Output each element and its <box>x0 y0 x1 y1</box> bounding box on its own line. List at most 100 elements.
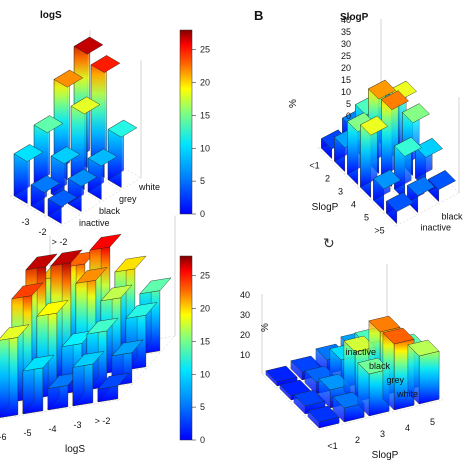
x-tick-label: >5 <box>374 226 384 236</box>
bar-side-face <box>382 332 395 411</box>
z-tick-label: 15 <box>341 75 351 85</box>
bar-top-face <box>125 302 158 319</box>
x-tick-label: -5 <box>23 428 31 438</box>
bar <box>407 339 440 405</box>
y-tick-label: white <box>396 389 418 399</box>
z-tick-label: 20 <box>240 330 250 340</box>
x-tick-label: <1 <box>327 441 337 451</box>
y-tick-label: black <box>369 361 391 371</box>
colorbar-tick-label: 5 <box>200 402 205 412</box>
x-tick-label: -3 <box>73 420 81 430</box>
bar-top-face <box>72 351 105 368</box>
bar <box>90 55 121 178</box>
bar-top-face <box>139 277 172 295</box>
bar-top-face <box>332 391 365 409</box>
bar-top-face <box>50 146 81 165</box>
bar <box>334 128 362 173</box>
bar <box>347 112 375 186</box>
bar <box>47 372 80 411</box>
bar <box>386 192 414 225</box>
bar <box>30 175 61 214</box>
bar <box>307 405 340 429</box>
x-tick-label: 3 <box>338 187 343 197</box>
panel-letter: B <box>254 8 263 23</box>
bar-top-face <box>394 136 422 157</box>
bar-top-face <box>107 119 138 138</box>
x-tick-label: <1 <box>309 161 319 171</box>
colorbar-tick-label: 15 <box>200 110 210 120</box>
bar-top-face <box>373 169 401 190</box>
bar <box>70 96 101 190</box>
y-tick-label: black <box>442 212 464 222</box>
bar <box>22 354 55 415</box>
chart-title-logs: logS <box>40 10 62 21</box>
x-tick-label: -4 <box>48 424 56 434</box>
bar-top-face <box>70 96 101 115</box>
bar-top-face <box>90 55 121 73</box>
bar-top-face <box>36 300 69 317</box>
bar <box>72 351 105 407</box>
y-tick-label: inactive <box>345 347 376 357</box>
bar-top-face <box>265 365 298 383</box>
bar-top-face <box>360 115 388 136</box>
bar-top-face <box>75 267 108 284</box>
bar <box>87 148 118 200</box>
bar <box>373 169 401 212</box>
colorbar-tick-label: 10 <box>200 143 210 153</box>
y-tick-label: inactive <box>421 223 452 233</box>
bar <box>360 115 388 199</box>
bar-top-face <box>111 339 144 357</box>
x-tick-label: 4 <box>405 423 410 433</box>
colorbar-top-ramp <box>179 29 193 215</box>
y-tick-label: inactive <box>79 218 110 228</box>
colorbar-tick-label: 20 <box>200 78 210 88</box>
bar-top-face <box>114 255 147 273</box>
bar <box>394 136 422 201</box>
z-tick-label: 30 <box>341 39 351 49</box>
bar <box>357 357 390 417</box>
bar-top-face <box>11 282 44 300</box>
z-tick-label: 30 <box>240 310 250 320</box>
y-tick-label: white <box>138 182 160 192</box>
x-axis-label: SlogP <box>372 450 399 461</box>
bar <box>107 119 138 188</box>
y-tick-label: grey <box>386 375 404 385</box>
bar-top-face <box>33 115 64 134</box>
bar-top-face <box>368 79 396 100</box>
bar-top-face <box>357 357 390 375</box>
bar <box>33 115 64 192</box>
bar-top-face <box>343 335 376 353</box>
z-axis-label: % <box>260 323 271 332</box>
y-tick-label: black <box>99 206 121 216</box>
x-tick-label: -6 <box>0 432 7 442</box>
z-tick-label: 0 <box>346 111 351 121</box>
bar-top-face <box>53 69 84 88</box>
x-tick-label: -3 <box>21 217 29 227</box>
bar-top-face <box>50 249 83 267</box>
bar-top-face <box>382 327 415 345</box>
bar-top-face <box>97 372 130 390</box>
x-tick-label: 3 <box>380 429 385 439</box>
bar <box>407 176 435 214</box>
bar <box>13 144 44 204</box>
bar-top-face <box>89 233 122 251</box>
bar-top-face <box>67 168 98 187</box>
bar-top-face <box>22 354 55 372</box>
bar-top-face <box>307 405 340 423</box>
bar-top-face <box>0 324 30 341</box>
bar-top-face <box>407 339 440 357</box>
x-axis-label: logS <box>65 444 85 455</box>
bar-top-face <box>30 175 61 193</box>
z-tick-label: 35 <box>341 27 351 37</box>
colorbar-tick-label: 15 <box>200 336 210 346</box>
bar-top-face <box>368 315 401 333</box>
chart-slogp-3d-rotated: <1 2 3 4 5 white grey black inactive 10 20 30 40% Slo… <box>240 264 444 461</box>
x-tick-label: 2 <box>355 435 360 445</box>
chart-title-slogp: SlogP <box>340 12 369 23</box>
bar <box>265 365 298 387</box>
x-tick-label: 2 <box>325 174 330 184</box>
bar-top-face <box>428 170 456 190</box>
colorbar-top: 0 5 10 15 20 25 <box>179 29 210 219</box>
chart-logs-3d-rotated: -6 -5 -4 -3 > -2 logS <box>0 215 176 455</box>
